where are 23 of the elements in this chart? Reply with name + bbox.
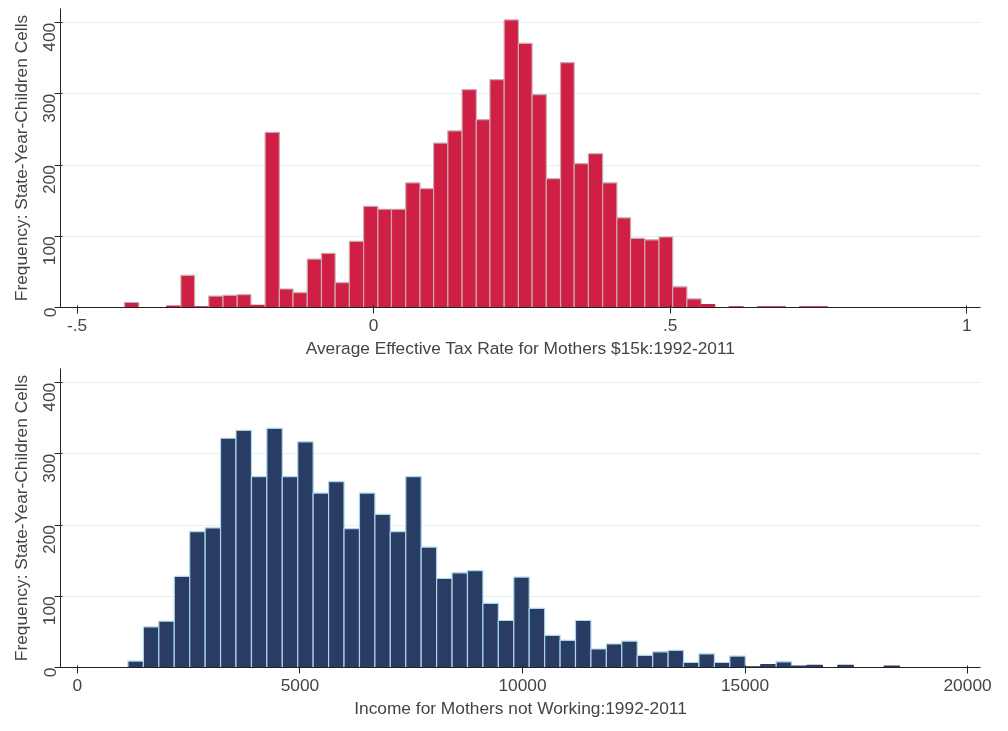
x-tick-label: .5 — [663, 314, 678, 335]
y-tick-label: 0 — [39, 667, 60, 678]
x-tick-label: 20000 — [943, 674, 992, 695]
x-tick-label: -.5 — [67, 314, 88, 335]
y-axis-title: Frequency: State-Year-Children Cells — [10, 14, 31, 302]
y-tick-label: 0 — [39, 307, 60, 318]
x-tick-label: 10000 — [498, 674, 547, 695]
x-tick-label: 0 — [368, 314, 379, 335]
x-axis-title: Income for Mothers not Working:1992-2011 — [354, 697, 687, 718]
y-tick-label: 200 — [39, 525, 60, 555]
x-tick-label: 5000 — [280, 674, 320, 695]
y-tick-label: 100 — [39, 596, 60, 626]
x-tick-label: 1 — [962, 314, 972, 335]
y-tick-label: 300 — [39, 453, 60, 483]
y-tick-label: 300 — [39, 93, 60, 123]
x-tick-label: 0 — [72, 674, 83, 695]
y-tick-label: 400 — [39, 22, 60, 52]
x-axis-title: Average Effective Tax Rate for Mothers $15k:1992-2011 — [305, 337, 735, 358]
y-tick-label: 200 — [39, 165, 60, 195]
y-tick-label: 100 — [39, 236, 60, 266]
y-axis-title: Frequency: State-Year-Children Cells — [10, 374, 31, 662]
y-tick-label: 400 — [39, 382, 60, 412]
x-tick-label: 15000 — [720, 674, 770, 695]
